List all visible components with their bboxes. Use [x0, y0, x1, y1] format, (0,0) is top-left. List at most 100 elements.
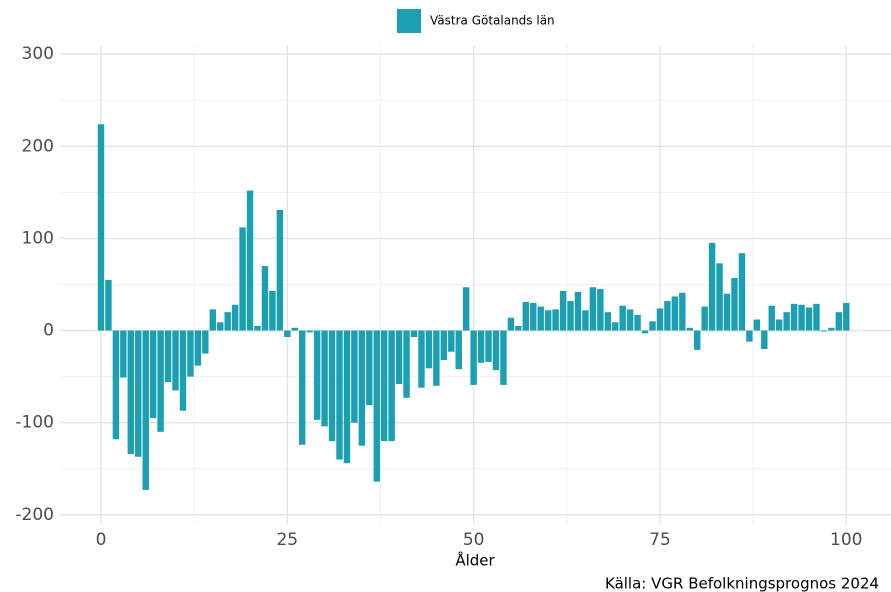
bar: [433, 330, 440, 386]
y-tick-label: 100: [22, 228, 54, 248]
x-tick-label: 75: [649, 530, 671, 550]
bar: [336, 330, 343, 460]
bar: [768, 305, 775, 331]
bar: [753, 319, 761, 331]
bar: [373, 330, 380, 482]
bars: [97, 124, 850, 490]
bar: [127, 330, 135, 454]
bar: [142, 330, 149, 490]
bar: [664, 301, 671, 331]
bar: [798, 304, 805, 331]
bar: [820, 330, 828, 332]
bar: [239, 227, 246, 331]
bar: [783, 312, 790, 331]
bar: [179, 330, 187, 411]
bar: [492, 330, 500, 371]
bar: [149, 330, 157, 419]
bar: [544, 310, 552, 331]
bar: [306, 330, 313, 333]
bar: [589, 287, 597, 331]
bar: [380, 330, 388, 442]
bar: [366, 330, 373, 406]
bar: [738, 253, 746, 331]
y-tick-label: 200: [22, 136, 54, 156]
bar: [172, 330, 179, 391]
bar: [135, 330, 142, 457]
bar: [343, 330, 351, 464]
bar: [619, 305, 626, 331]
bar: [701, 306, 708, 331]
bar: [269, 290, 276, 331]
source: Källa: VGR Befolkningsprognos 2024: [605, 575, 879, 592]
bar: [835, 312, 843, 331]
bar: [254, 325, 261, 331]
bar: [716, 263, 723, 331]
bar: [507, 317, 515, 331]
bar: [679, 292, 686, 331]
bar: [723, 293, 731, 331]
bar: [604, 312, 611, 331]
bar: [485, 330, 492, 362]
bar: [321, 330, 328, 427]
bar: [746, 330, 753, 342]
bar: [776, 319, 783, 331]
bar: [157, 330, 164, 432]
bar: [276, 209, 284, 331]
bar: [559, 290, 567, 331]
bar: [805, 307, 813, 331]
bar: [299, 330, 306, 445]
y-tick-label: -100: [15, 413, 54, 433]
bar: [500, 330, 507, 385]
x-tick-label: 0: [96, 530, 107, 550]
bar: [597, 289, 604, 331]
bar: [112, 330, 120, 440]
bar: [708, 243, 716, 331]
bar: [641, 330, 649, 334]
bar: [582, 310, 589, 331]
bar: [522, 302, 530, 331]
x-tick-label: 100: [830, 530, 862, 550]
bar: [425, 330, 433, 369]
bar: [552, 309, 559, 331]
grid: [60, 45, 891, 524]
bar: [120, 330, 127, 378]
bar: [217, 322, 224, 331]
y-tick-label: 300: [22, 44, 54, 64]
bar: [403, 330, 410, 398]
bar: [612, 322, 619, 331]
bar: [656, 308, 664, 331]
bar: [209, 309, 216, 331]
bar: [358, 330, 366, 446]
bar: [313, 330, 321, 420]
bar: [418, 330, 425, 388]
bar: [462, 287, 470, 331]
bar: [97, 124, 105, 331]
bar: [164, 330, 172, 383]
bar: [351, 330, 358, 423]
x-tick-label: 25: [276, 530, 298, 550]
bar: [410, 330, 418, 338]
bar: [843, 302, 850, 331]
legend-label: Västra Götalands län: [430, 14, 555, 28]
bar: [515, 325, 522, 331]
bar: [790, 303, 798, 331]
bar: [231, 304, 239, 331]
bar: [291, 327, 298, 331]
bar: [328, 330, 336, 442]
bar: [649, 321, 656, 331]
bar: [530, 302, 537, 331]
bar: [694, 330, 701, 350]
bar: [202, 330, 209, 354]
bar: [731, 278, 738, 331]
bar: [537, 306, 544, 331]
bar: [634, 314, 641, 331]
bar: [284, 330, 291, 338]
bar: [224, 312, 231, 331]
bar: [477, 330, 485, 363]
bar: [686, 327, 693, 331]
bar: [105, 279, 112, 331]
legend-swatch: [397, 9, 421, 33]
bar: [448, 330, 455, 352]
bar: [813, 303, 820, 331]
